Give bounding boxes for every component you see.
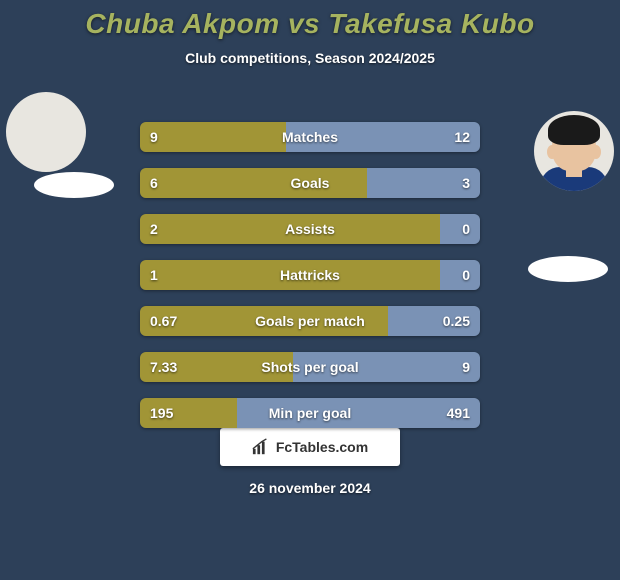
player1-flag bbox=[34, 172, 114, 198]
comparison-panel: 912Matches63Goals20Assists10Hattricks0.6… bbox=[0, 86, 620, 406]
stat-row: 0.670.25Goals per match bbox=[140, 306, 480, 336]
stat-bar-left bbox=[140, 260, 440, 290]
stat-value-left: 1 bbox=[140, 260, 168, 290]
stat-value-right: 12 bbox=[444, 122, 480, 152]
vs-text: vs bbox=[288, 8, 320, 39]
stat-row: 10Hattricks bbox=[140, 260, 480, 290]
stat-value-right: 3 bbox=[452, 168, 480, 198]
stat-bar-left bbox=[140, 214, 440, 244]
stat-value-left: 2 bbox=[140, 214, 168, 244]
player2-name: Takefusa Kubo bbox=[328, 8, 534, 39]
stat-value-right: 0 bbox=[452, 260, 480, 290]
stat-row: 7.339Shots per goal bbox=[140, 352, 480, 382]
page-title: Chuba Akpom vs Takefusa Kubo bbox=[0, 0, 620, 40]
stat-value-left: 6 bbox=[140, 168, 168, 198]
stat-row: 20Assists bbox=[140, 214, 480, 244]
subtitle: Club competitions, Season 2024/2025 bbox=[0, 50, 620, 66]
player1-avatar bbox=[6, 92, 86, 172]
stat-bar-left bbox=[140, 168, 367, 198]
date-text: 26 november 2024 bbox=[0, 480, 620, 496]
stat-value-left: 0.67 bbox=[140, 306, 187, 336]
player1-name: Chuba Akpom bbox=[85, 8, 279, 39]
stat-row: 912Matches bbox=[140, 122, 480, 152]
stat-bars: 912Matches63Goals20Assists10Hattricks0.6… bbox=[140, 122, 480, 444]
stat-value-right: 491 bbox=[437, 398, 480, 428]
stat-row: 63Goals bbox=[140, 168, 480, 198]
stat-value-right: 9 bbox=[452, 352, 480, 382]
stat-value-right: 0 bbox=[452, 214, 480, 244]
stat-row: 195491Min per goal bbox=[140, 398, 480, 428]
stat-value-left: 7.33 bbox=[140, 352, 187, 382]
stat-value-left: 9 bbox=[140, 122, 168, 152]
stat-value-right: 0.25 bbox=[433, 306, 480, 336]
player2-avatar bbox=[534, 111, 614, 191]
player2-flag bbox=[528, 256, 608, 282]
stat-value-left: 195 bbox=[140, 398, 183, 428]
